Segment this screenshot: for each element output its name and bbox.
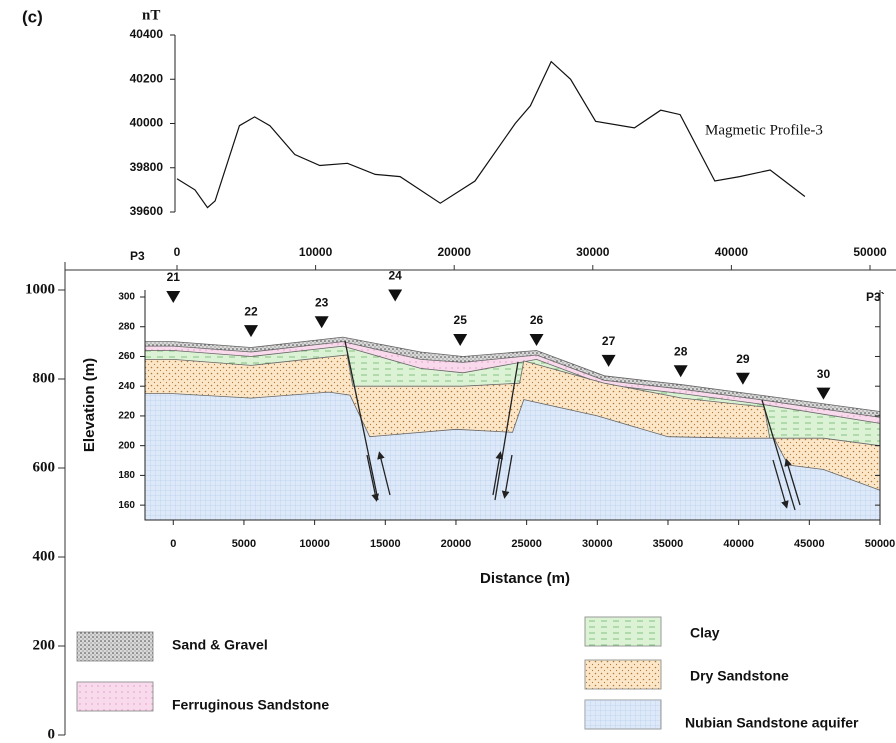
- legend-label: Ferruginous Sandstone: [172, 697, 329, 713]
- station-label: 27: [602, 334, 616, 348]
- x-tick-label: 50000: [865, 538, 896, 550]
- y-tick-label: 240: [118, 381, 135, 392]
- legend-swatch-texture: [585, 617, 661, 646]
- x-tick-label: 20000: [438, 245, 472, 259]
- legend-label: Nubian Sandstone aquifer: [685, 715, 859, 731]
- station-marker: [453, 334, 467, 346]
- y-tick-label: 260: [118, 351, 135, 362]
- station-marker: [166, 291, 180, 303]
- station-marker: [530, 334, 544, 346]
- figure: (c) nT Magmetic Profile-3 P3 P3` Distanc…: [0, 0, 896, 743]
- x-tick-label: 50000: [853, 245, 887, 259]
- y-tick-label: 39800: [130, 160, 164, 174]
- x-tick-label: 30000: [582, 538, 613, 550]
- station-marker: [674, 365, 688, 377]
- legend-swatch-texture: [585, 660, 661, 689]
- x-tick-label: 40000: [715, 245, 749, 259]
- station-marker: [388, 289, 402, 301]
- y-tick-label: 300: [118, 292, 135, 303]
- x-tick-label: 5000: [232, 538, 256, 550]
- legend-label: Clay: [690, 625, 720, 641]
- y-tick-label: 40200: [130, 71, 164, 85]
- station-label: 21: [167, 270, 181, 284]
- station-label: 23: [315, 295, 329, 309]
- station-label: 24: [389, 269, 403, 283]
- y-tick-label: 40000: [130, 116, 164, 130]
- y-tick-label: 280: [118, 321, 135, 332]
- x-tick-label: 10000: [299, 538, 330, 550]
- station-label: 28: [674, 344, 688, 358]
- station-marker: [602, 355, 616, 367]
- station-label: 25: [454, 313, 468, 327]
- frame-tick-label: 0: [48, 726, 56, 742]
- x-tick-label: 45000: [794, 538, 825, 550]
- x-tick-label: 30000: [576, 245, 610, 259]
- x-tick-label: 0: [174, 245, 181, 259]
- station-label: 29: [736, 352, 750, 366]
- profile-start: P3: [130, 249, 145, 263]
- panel-label: (c): [22, 7, 43, 26]
- x-tick-label: 25000: [511, 538, 542, 550]
- station-marker: [315, 316, 329, 328]
- y-tick-label: 200: [118, 440, 135, 451]
- y-tick-label: 220: [118, 411, 135, 422]
- y-tick-label: 40400: [130, 27, 164, 41]
- legend-label: Dry Sandstone: [690, 668, 789, 684]
- y-axis-label: Elevation (m): [81, 358, 98, 452]
- x-tick-label: 0: [170, 538, 176, 550]
- station-label: 26: [530, 313, 544, 327]
- x-axis-label: Distance (m): [480, 570, 570, 587]
- legend-swatch-texture: [77, 632, 153, 661]
- y-axis-label: nT: [142, 7, 160, 23]
- station-marker: [244, 325, 258, 337]
- legend-label: Sand & Gravel: [172, 637, 268, 653]
- x-tick-label: 40000: [723, 538, 754, 550]
- station-marker: [816, 388, 830, 400]
- y-tick-label: 180: [118, 470, 135, 481]
- annotation: Magmetic Profile-3: [705, 122, 823, 138]
- station-label: 22: [244, 304, 258, 318]
- frame-tick-label: 400: [33, 548, 56, 564]
- x-tick-label: 35000: [653, 538, 684, 550]
- x-tick-label: 15000: [370, 538, 401, 550]
- station-label: 30: [817, 367, 831, 381]
- frame-tick-label: 1000: [25, 281, 55, 297]
- frame-tick-label: 800: [33, 370, 56, 386]
- x-tick-label: 20000: [441, 538, 472, 550]
- station-marker: [736, 373, 750, 385]
- layers: [145, 337, 880, 520]
- x-tick-label: 10000: [299, 245, 333, 259]
- frame-tick-label: 200: [33, 637, 56, 653]
- y-tick-label: 160: [118, 500, 135, 511]
- legend-swatch-texture: [77, 682, 153, 711]
- legend-swatch-texture: [585, 700, 661, 729]
- frame-tick-label: 600: [33, 459, 56, 475]
- y-tick-label: 39600: [130, 204, 164, 218]
